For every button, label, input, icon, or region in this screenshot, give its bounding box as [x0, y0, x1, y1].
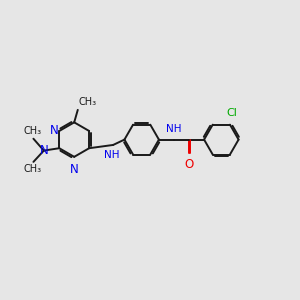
Text: N: N — [39, 143, 48, 157]
Text: N: N — [70, 164, 79, 176]
Text: Cl: Cl — [226, 108, 237, 118]
Text: CH₃: CH₃ — [78, 98, 97, 107]
Text: CH₃: CH₃ — [23, 126, 41, 136]
Text: O: O — [184, 158, 193, 171]
Text: CH₃: CH₃ — [23, 164, 41, 174]
Text: NH: NH — [104, 150, 119, 160]
Text: NH: NH — [166, 124, 182, 134]
Text: N: N — [50, 124, 58, 136]
